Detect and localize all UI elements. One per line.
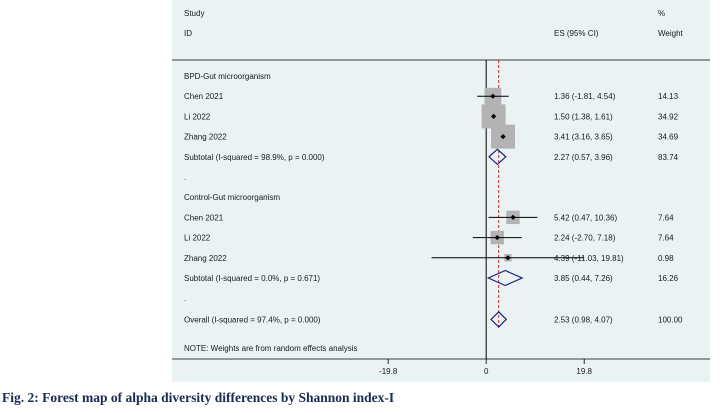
forest-rows: BPD-Gut microorganism Chen 2021 1.36 (-1.8…	[184, 60, 683, 330]
point-estimate	[490, 113, 497, 119]
effect-ci-label: 1.50 (1.38, 1.61)	[554, 112, 613, 121]
weight-label: 0.98	[658, 254, 674, 263]
spacer-dot: .	[184, 294, 186, 303]
subtotal-label: Subtotal (I-squared = 0.0%, p = 0.671)	[184, 274, 320, 283]
point-estimate	[505, 255, 511, 261]
study-label: Chen 2021	[184, 92, 224, 101]
effect-ci-label: 3.85 (0.44, 7.26)	[554, 274, 613, 283]
effect-ci-label: 2.24 (-2.70, 7.18)	[554, 234, 616, 243]
header-id: ID	[184, 29, 192, 38]
weight-label: 34.92	[658, 112, 679, 121]
effect-ci-label: 2.27 (0.57, 3.96)	[554, 153, 613, 162]
weight-label: 34.69	[658, 133, 679, 142]
pooled-diamond	[488, 148, 507, 166]
x-tick-label: -19.8	[379, 367, 398, 376]
effect-ci-label: 1.36 (-1.81, 4.54)	[554, 92, 616, 101]
header-weight: Weight	[658, 29, 684, 38]
x-tick-label: 19.8	[576, 367, 592, 376]
point-estimate	[500, 134, 506, 140]
weight-label: 7.64	[658, 234, 674, 243]
header-study: Study	[184, 9, 204, 18]
forest-plot-panel: Study ID ES (95% CI) % Weight BPD-Gut mi…	[172, 0, 710, 382]
spacer-dot: .	[184, 173, 186, 182]
header-es: ES (95% CI)	[554, 29, 599, 38]
weights-note: NOTE: Weights are from random effects an…	[184, 344, 358, 353]
effect-ci-label: 3.41 (3.16, 3.65)	[554, 133, 613, 142]
overall-label: Overall (I-squared = 97.4%, p = 0.000)	[184, 315, 321, 324]
study-label: Li 2022	[184, 234, 211, 243]
weight-label: 14.13	[658, 92, 679, 101]
weight-label: 83.74	[658, 153, 679, 162]
subtotal-label: Subtotal (I-squared = 98.9%, p = 0.000)	[184, 153, 325, 162]
group-label: BPD-Gut microorganism	[184, 72, 271, 81]
weight-label: 100.00	[658, 315, 683, 324]
pooled-diamond	[490, 311, 508, 328]
study-label: Chen 2021	[184, 213, 224, 222]
point-estimate	[510, 214, 516, 220]
x-axis: -19.8 0 19.8	[379, 359, 593, 376]
effect-ci-label: 4.39 (-11.03, 19.81)	[554, 254, 624, 263]
effect-ci-label: 2.53 (0.98, 4.07)	[554, 315, 613, 324]
point-estimate	[494, 235, 500, 241]
study-label: Zhang 2022	[184, 254, 227, 263]
study-label: Zhang 2022	[184, 133, 227, 142]
forest-plot: Study ID ES (95% CI) % Weight BPD-Gut mi…	[172, 9, 710, 376]
group-label: Control-Gut microorganism	[184, 193, 280, 202]
effect-ci-label: 5.42 (0.47, 10.36)	[554, 213, 617, 222]
point-estimate	[490, 93, 496, 99]
weight-label: 7.64	[658, 213, 674, 222]
x-tick-label: 0	[484, 367, 489, 376]
weight-label: 16.26	[658, 274, 679, 283]
pooled-diamond	[486, 269, 524, 287]
figure-caption: Fig. 2: Forest map of alpha diversity di…	[2, 390, 395, 405]
header-weight-percent: %	[658, 9, 665, 18]
study-label: Li 2022	[184, 112, 211, 121]
